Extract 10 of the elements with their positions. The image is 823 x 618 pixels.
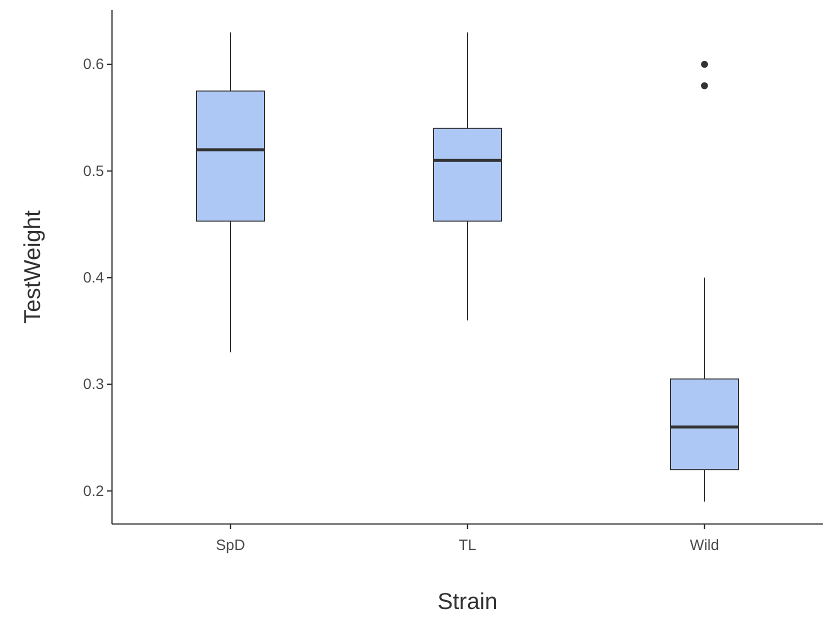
y-tick-label: 0.2 <box>83 482 104 500</box>
x-axis-title: Strain <box>437 588 498 614</box>
y-tick-label: 0.5 <box>83 162 104 180</box>
y-tick-label: 0.3 <box>83 376 104 394</box>
x-tick-label: SpD <box>216 537 246 554</box>
x-tick-label: Wild <box>690 537 720 554</box>
y-tick-label: 0.4 <box>83 269 104 286</box>
x-tick-label: TL <box>458 537 476 554</box>
y-tick-label: 0.6 <box>83 56 104 74</box>
y-axis-title: TestWeight <box>19 210 45 324</box>
